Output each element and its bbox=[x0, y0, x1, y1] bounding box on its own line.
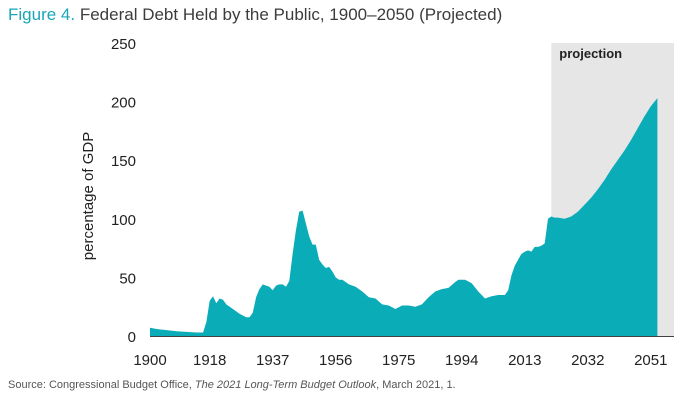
chart-title: Figure 4. Federal Debt Held by the Publi… bbox=[8, 5, 502, 25]
projection-label: projection bbox=[559, 46, 622, 61]
x-tick-label-2032: 2032 bbox=[571, 352, 604, 369]
x-tick-label-1975: 1975 bbox=[382, 352, 415, 369]
y-tick-label-100: 100 bbox=[111, 212, 136, 229]
y-tick-label-50: 50 bbox=[119, 270, 136, 287]
x-tick-label-1994: 1994 bbox=[445, 352, 478, 369]
source-prefix: Source: Congressional Budget Office, bbox=[8, 379, 195, 391]
source-suffix: , March 2021, 1. bbox=[376, 379, 456, 391]
chart-title-text: Federal Debt Held by the Public, 1900–20… bbox=[79, 5, 503, 24]
x-tick-label-1937: 1937 bbox=[256, 352, 289, 369]
series-area-0 bbox=[150, 98, 658, 336]
x-tick-label-1918: 1918 bbox=[193, 352, 226, 369]
x-tick-label-2013: 2013 bbox=[508, 352, 541, 369]
y-tick-label-150: 150 bbox=[111, 153, 136, 170]
y-tick-label-250: 250 bbox=[111, 36, 136, 53]
y-axis-label: percentage of GDP bbox=[80, 132, 97, 260]
x-tick-label-1956: 1956 bbox=[319, 352, 352, 369]
x-tick-label-2051: 2051 bbox=[634, 352, 667, 369]
y-tick-label-0: 0 bbox=[128, 329, 136, 346]
y-tick-label-200: 200 bbox=[111, 95, 136, 112]
source-note: Source: Congressional Budget Office, The… bbox=[8, 379, 456, 391]
source-report-title: The 2021 Long-Term Budget Outlook bbox=[194, 379, 377, 391]
figure-number: Figure 4. bbox=[8, 5, 76, 24]
x-tick-label-1900: 1900 bbox=[133, 352, 166, 369]
